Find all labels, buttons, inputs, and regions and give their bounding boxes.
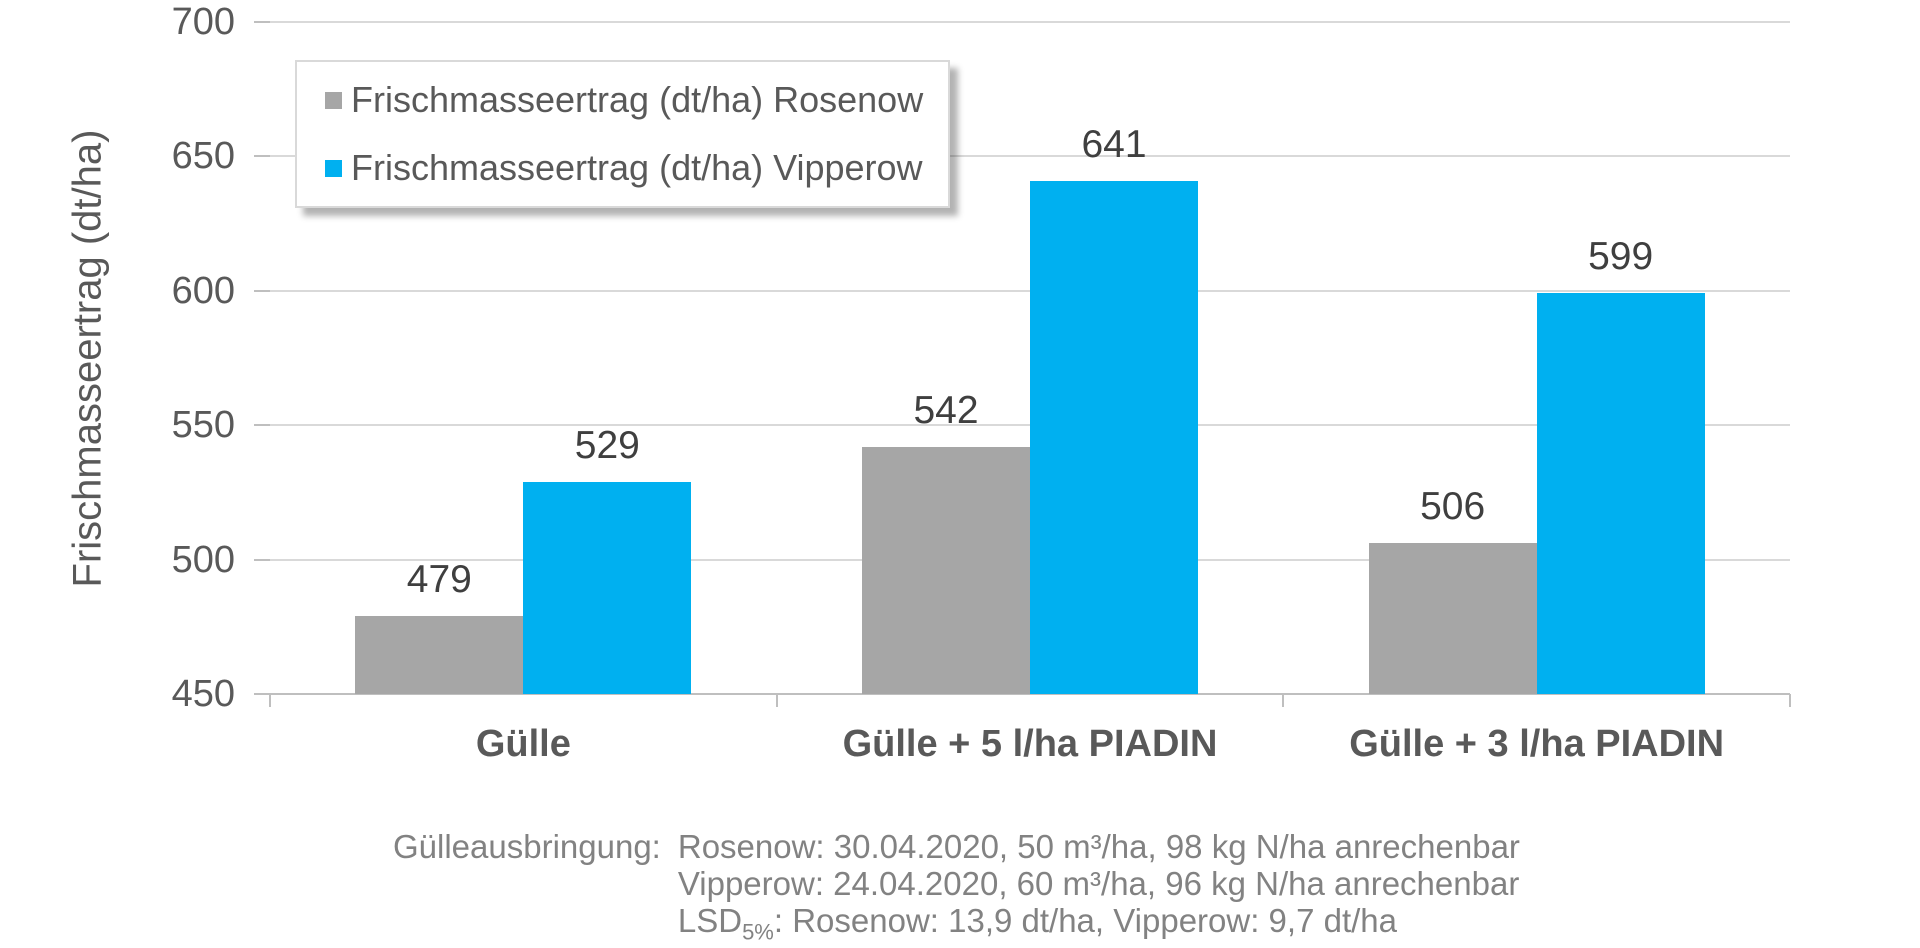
category-label-1: Gülle <box>475 723 571 765</box>
gridline-700 <box>270 21 1790 23</box>
y-tick-700 <box>254 21 270 23</box>
legend-label-rosenow: Frischmasseertrag (dt/ha) Rosenow <box>351 79 924 120</box>
y-tick-label-650: 650 <box>171 135 235 178</box>
legend-item-rosenow: Frischmasseertrag (dt/ha) Rosenow <box>325 79 948 121</box>
legend-item-vipperow: Frischmasseertrag (dt/ha) Vipperow <box>325 147 948 189</box>
bar-vipperow-1 <box>523 481 692 694</box>
y-tick-label-600: 600 <box>171 269 235 312</box>
y-tick-450 <box>254 693 270 695</box>
lsd-rest: : Rosenow: 13,9 dt/ha, Vipperow: 9,7 dt/… <box>773 902 1397 939</box>
y-axis-title-text: Frischmasseertrag (dt/ha) <box>65 129 110 587</box>
bar-vipperow-3 <box>1536 293 1705 694</box>
y-tick-label-450: 450 <box>171 673 235 715</box>
footnote-line-vipperow: Vipperow: 24.04.2020, 60 m³/ha, 96 kg N/… <box>677 865 1520 902</box>
lsd-prefix: LSD <box>677 902 743 939</box>
footnote-lines: Rosenow: 30.04.2020, 50 m³/ha, 98 kg N/h… <box>677 828 1520 943</box>
category-label-2: Gülle + 5 l/ha PIADIN <box>842 723 1218 765</box>
x-boundary-tick-2 <box>1282 694 1285 707</box>
bar-rosenow-2 <box>862 446 1030 694</box>
gridline-650 <box>270 155 1790 158</box>
bar-rosenow-3 <box>1368 543 1537 694</box>
bar-value-vipperow-1: 529 <box>574 423 640 467</box>
legend: Frischmasseertrag (dt/ha) Rosenow Frischm… <box>295 60 950 208</box>
bar-value-vipperow-2: 641 <box>1081 122 1147 166</box>
bar-value-rosenow-2: 542 <box>913 388 979 432</box>
y-tick-label-500: 500 <box>171 538 235 581</box>
y-tick-500 <box>254 558 270 561</box>
bar-value-rosenow-3: 506 <box>1420 485 1486 529</box>
footnote: Gülleausbringung: Rosenow: 30.04.2020, 5… <box>393 828 1520 943</box>
x-boundary-tick-1 <box>775 694 778 707</box>
lsd-subscript: 5% <box>742 919 774 945</box>
legend-label-vipperow: Frischmasseertrag (dt/ha) Vipperow <box>351 147 923 188</box>
footnote-line-rosenow: Rosenow: 30.04.2020, 50 m³/ha, 98 kg N/h… <box>677 828 1520 865</box>
footnote-line-lsd: LSD5%: Rosenow: 13,9 dt/ha, Vipperow: 9,… <box>677 902 1520 943</box>
x-axis-line <box>270 693 1790 695</box>
y-axis-title: Frischmasseertrag (dt/ha) <box>60 22 116 694</box>
bar-value-vipperow-3: 599 <box>1588 235 1654 279</box>
y-tick-600 <box>254 289 270 292</box>
bar-vipperow-2 <box>1030 180 1198 694</box>
category-label-3: Gülle + 3 l/ha PIADIN <box>1349 723 1725 765</box>
legend-swatch-vipperow <box>325 159 342 177</box>
y-tick-label-700: 700 <box>171 1 235 43</box>
y-tick-550 <box>254 424 270 427</box>
x-boundary-tick-0 <box>269 694 271 707</box>
bar-rosenow-1 <box>355 616 524 694</box>
y-tick-650 <box>254 155 270 158</box>
bar-value-rosenow-1: 479 <box>406 558 472 602</box>
x-boundary-tick-3 <box>1789 694 1791 707</box>
legend-swatch-rosenow <box>325 91 342 109</box>
y-tick-label-550: 550 <box>171 404 235 447</box>
footnote-label: Gülleausbringung: <box>393 828 661 865</box>
